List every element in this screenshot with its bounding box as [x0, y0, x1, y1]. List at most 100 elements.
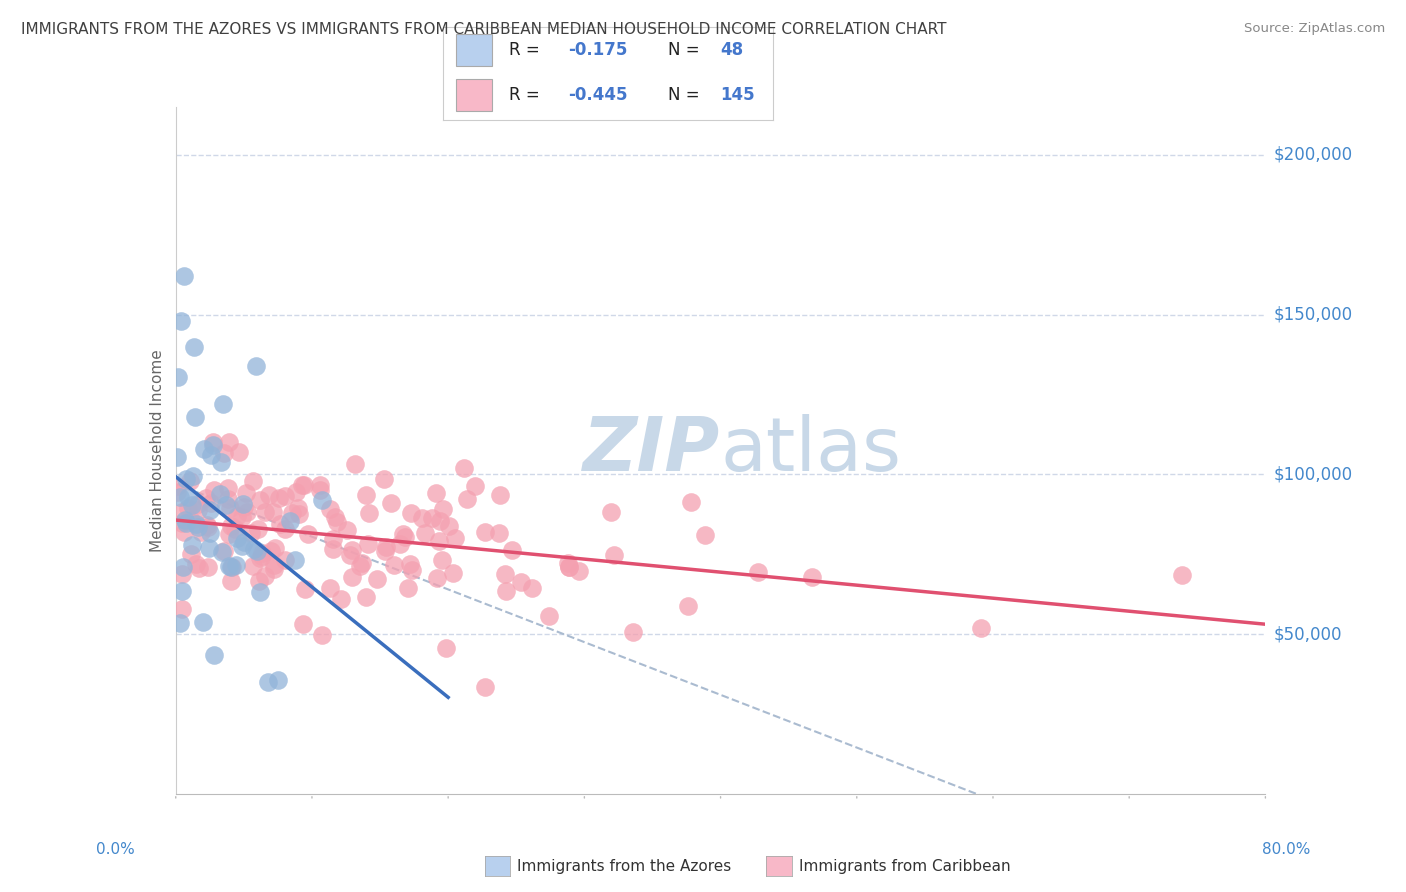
Point: [262, 505, 284, 519]
Point: [187, 560, 209, 574]
Point: [322, 542, 344, 557]
Point: [179, 474, 201, 488]
Point: [236, 505, 259, 519]
Point: [194, 491, 217, 506]
Point: [172, 516, 194, 531]
Point: [323, 509, 346, 524]
Point: [177, 490, 200, 504]
Point: [193, 442, 215, 456]
Point: [183, 340, 205, 354]
Point: [218, 435, 240, 450]
Point: [239, 526, 262, 541]
Point: [801, 569, 824, 583]
Point: [263, 558, 285, 572]
FancyBboxPatch shape: [456, 34, 492, 66]
Point: [187, 502, 209, 516]
Point: [679, 494, 702, 508]
Point: [211, 545, 233, 559]
Point: [217, 481, 239, 495]
Text: R =: R =: [509, 41, 540, 59]
Point: [202, 483, 225, 497]
Point: [197, 560, 219, 574]
Point: [557, 556, 579, 570]
Point: [231, 509, 253, 524]
Point: [246, 543, 269, 558]
Point: [273, 489, 295, 503]
Point: [284, 485, 307, 500]
Point: [294, 582, 316, 596]
Point: [558, 560, 581, 574]
Point: [434, 640, 457, 655]
Point: [557, 560, 579, 574]
Point: [1171, 568, 1194, 582]
Text: N =: N =: [668, 41, 699, 59]
Point: [456, 491, 478, 506]
Point: [250, 549, 273, 564]
Point: [187, 520, 209, 534]
Point: [336, 523, 359, 537]
Text: N =: N =: [668, 87, 699, 104]
Point: [267, 491, 290, 505]
Text: R =: R =: [509, 87, 540, 104]
Point: [401, 563, 423, 577]
Point: [603, 549, 626, 563]
Point: [181, 538, 204, 552]
Point: [232, 500, 254, 515]
Point: [538, 608, 561, 623]
Point: [349, 558, 371, 573]
Point: [208, 487, 231, 501]
Text: $50,000: $50,000: [1274, 625, 1343, 643]
Point: [181, 469, 204, 483]
Point: [231, 539, 253, 553]
Point: [495, 584, 517, 599]
Point: [330, 592, 353, 607]
Point: [354, 487, 377, 501]
Point: [242, 542, 264, 557]
Point: [474, 680, 496, 694]
Point: [211, 397, 233, 411]
Point: [343, 457, 366, 471]
Point: [198, 525, 221, 540]
Y-axis label: Median Household Income: Median Household Income: [149, 349, 165, 552]
Point: [172, 566, 194, 581]
Point: [382, 558, 405, 572]
Point: [399, 557, 422, 571]
Point: [366, 572, 388, 586]
Point: [309, 483, 332, 498]
Point: [242, 559, 264, 574]
Point: [292, 617, 315, 632]
Point: [184, 557, 207, 571]
Point: [373, 472, 395, 486]
Point: [339, 549, 361, 563]
FancyBboxPatch shape: [456, 79, 492, 111]
Point: [170, 583, 193, 598]
Point: [291, 477, 314, 491]
Point: [427, 533, 450, 548]
Point: [287, 500, 309, 515]
Point: [342, 543, 364, 558]
Point: [173, 269, 195, 284]
Point: [217, 492, 239, 507]
Point: [278, 514, 301, 528]
Point: [430, 553, 453, 567]
Point: [169, 615, 191, 630]
Point: [232, 497, 254, 511]
Point: [249, 584, 271, 599]
Point: [218, 558, 240, 573]
Point: [350, 556, 373, 570]
Point: [166, 485, 188, 500]
Point: [422, 510, 444, 524]
Point: [695, 528, 717, 542]
Point: [225, 531, 247, 545]
Point: [225, 508, 247, 523]
Point: [342, 570, 364, 584]
Point: [413, 526, 436, 541]
Point: [621, 624, 644, 639]
Point: [260, 544, 283, 558]
Point: [197, 520, 219, 534]
Point: [250, 546, 273, 560]
Point: [568, 564, 591, 578]
Point: [288, 508, 311, 522]
Text: $150,000: $150,000: [1274, 306, 1353, 324]
Point: [464, 479, 486, 493]
